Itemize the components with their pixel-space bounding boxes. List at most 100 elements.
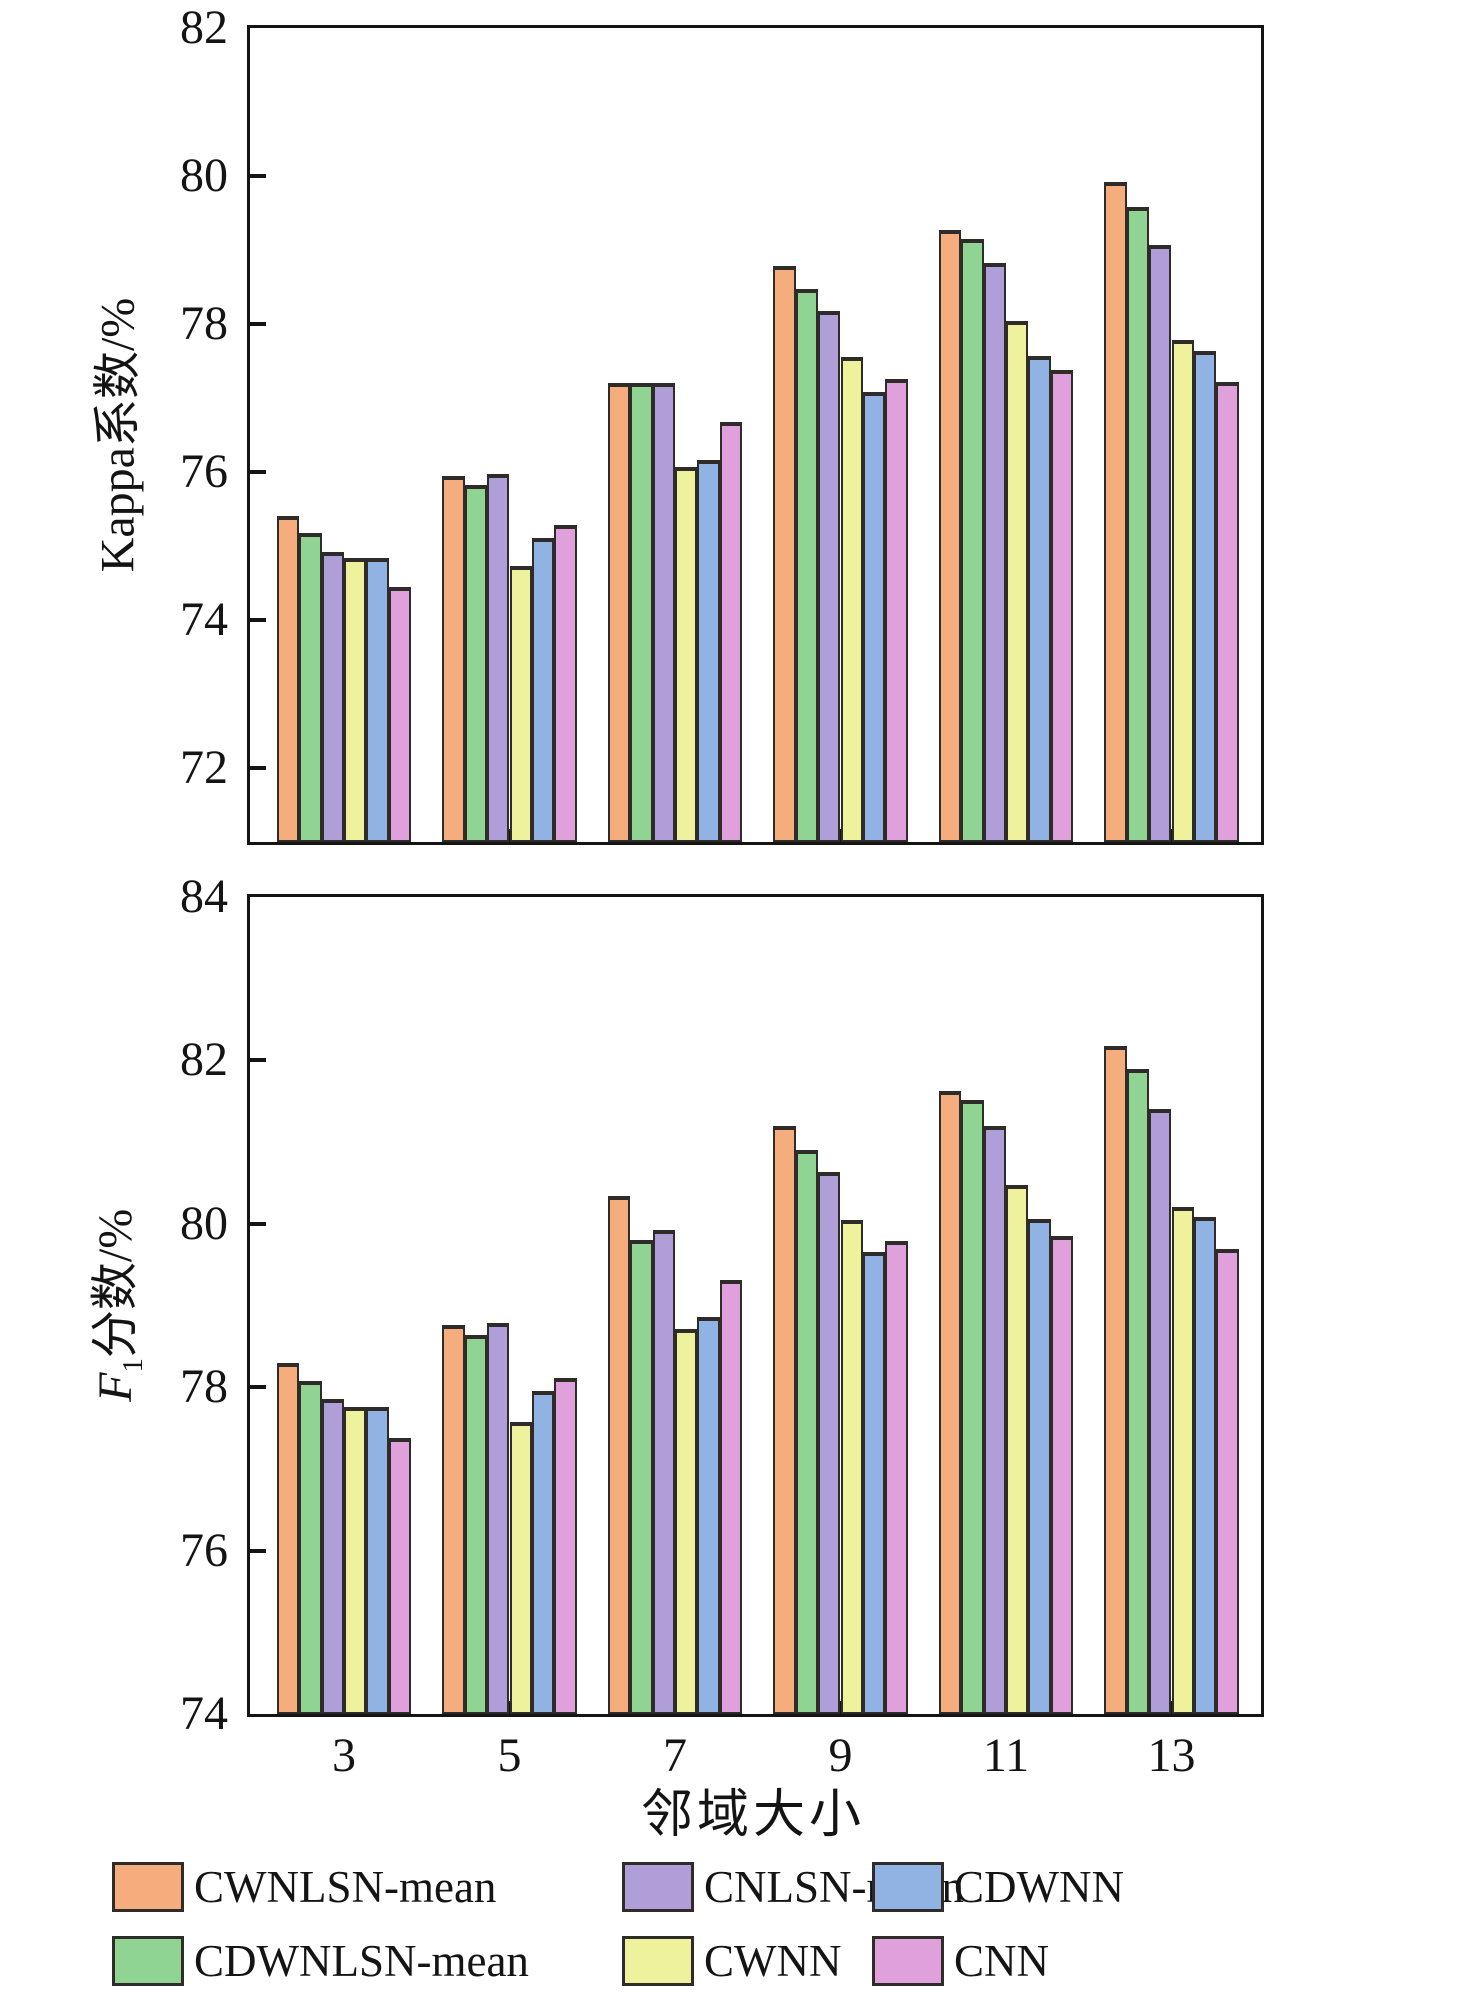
f1-plot-area (247, 894, 1264, 1717)
y-tick-mark (250, 1058, 266, 1063)
bar-CDWNN-x11 (1028, 355, 1051, 842)
bar-CNN-x13 (1216, 1249, 1239, 1714)
bar-CWNN-x11 (1006, 1185, 1029, 1714)
bar-CWNLSN-mean-x3 (276, 516, 300, 842)
y-tick-mark (250, 1385, 266, 1390)
bar-CWNLSN-mean-x11 (938, 230, 962, 842)
bar-CDWNN-x5 (531, 1391, 555, 1714)
bar-CWNLSN-mean-x7 (607, 1196, 631, 1714)
bar-CDWNLSN-mean-x11 (961, 238, 984, 842)
x-tick-label: 5 (497, 1729, 522, 1782)
y-tick-mark (250, 618, 266, 622)
x-tick-label: 9 (828, 1729, 853, 1782)
bar-CNN-x3 (388, 587, 412, 842)
y-tick-label: 82 (180, 1, 228, 54)
bar-CDWNLSN-mean-x7 (630, 383, 653, 842)
bar-CDWNLSN-mean-x3 (299, 532, 322, 842)
bar-CDWNN-x11 (1028, 1218, 1051, 1714)
legend-label-CWNN: CWNN (704, 1936, 842, 1986)
legend-label-CWNLSN-mean: CWNLSN-mean (194, 1862, 497, 1912)
bar-CWNN-x13 (1171, 1206, 1194, 1714)
bar-CWNN-x3 (344, 557, 367, 842)
bar-CDWNLSN-mean-x7 (630, 1240, 653, 1714)
bar-CNN-x11 (1050, 369, 1074, 842)
bar-CDWNN-x7 (697, 1316, 720, 1714)
bar-CDWNN-x13 (1193, 1217, 1217, 1714)
bar-CNN-x7 (719, 1280, 743, 1714)
bar-CNLSN-mean-x7 (652, 1230, 675, 1714)
bar-CNLSN-mean-x13 (1149, 244, 1172, 842)
x-tick-label: 11 (982, 1729, 1030, 1782)
y-tick-label: 78 (180, 297, 228, 350)
y-tick-label: 74 (180, 1687, 228, 1740)
bar-CDWNN-x3 (366, 557, 389, 842)
y-tick-mark (250, 322, 266, 326)
bar-CDWNLSN-mean-x13 (1126, 207, 1150, 842)
bar-CNN-x13 (1216, 382, 1239, 842)
y-tick-mark (250, 174, 266, 178)
y-tick-mark (250, 470, 266, 474)
bar-CDWNLSN-mean-x13 (1126, 1069, 1150, 1714)
bar-CNLSN-mean-x3 (321, 1399, 344, 1714)
bar-CDWNLSN-mean-x9 (795, 1150, 819, 1714)
legend-label-CDWNN: CDWNN (954, 1862, 1124, 1912)
legend-swatch-CDWNN (872, 1862, 944, 1912)
x-axis-title: 邻域大小 (640, 1787, 865, 1844)
bar-CNN-x5 (554, 524, 577, 842)
bar-CDWNN-x9 (862, 392, 886, 842)
bar-CNLSN-mean-x9 (818, 1172, 841, 1714)
bar-CNLSN-mean-x11 (983, 1125, 1006, 1714)
legend-swatch-CDWNLSN-mean (112, 1936, 184, 1986)
legend-swatch-CNN (872, 1936, 944, 1986)
bar-CWNLSN-mean-x7 (607, 383, 631, 842)
x-tick-label: 13 (1147, 1729, 1196, 1782)
legend-label-CDWNLSN-mean: CDWNLSN-mean (194, 1936, 529, 1986)
bar-CDWNLSN-mean-x5 (464, 485, 488, 842)
bar-CWNN-x7 (675, 1329, 698, 1714)
bar-CWNLSN-mean-x3 (276, 1362, 300, 1714)
legend-label-CNN: CNN (954, 1936, 1050, 1986)
y-tick-mark (250, 1221, 266, 1226)
bar-CNLSN-mean-x9 (818, 311, 841, 842)
bar-CWNLSN-mean-x13 (1104, 181, 1127, 842)
bar-CNLSN-mean-x5 (487, 1322, 510, 1714)
bar-CWNLSN-mean-x5 (442, 1325, 465, 1714)
bar-CNLSN-mean-x11 (983, 262, 1006, 842)
y-tick-label: 84 (180, 870, 228, 923)
y-tick-label: 80 (180, 149, 228, 202)
bar-CWNN-x3 (344, 1406, 367, 1714)
bar-CDWNN-x7 (697, 460, 720, 842)
bar-CWNN-x7 (675, 466, 698, 842)
bar-CWNN-x11 (1006, 321, 1029, 842)
x-tick-label: 3 (332, 1729, 356, 1782)
y-tick-label: 72 (180, 741, 228, 794)
bar-CWNLSN-mean-x11 (938, 1090, 962, 1714)
bar-CWNN-x9 (840, 1219, 863, 1714)
bar-CDWNLSN-mean-x11 (961, 1099, 984, 1714)
y-tick-label: 74 (180, 593, 228, 646)
bar-CDWNLSN-mean-x5 (464, 1334, 488, 1714)
bar-CNN-x11 (1050, 1236, 1074, 1714)
bar-CNN-x9 (885, 378, 908, 842)
y-tick-label: 80 (180, 1196, 228, 1250)
x-tick-label: 7 (663, 1729, 687, 1782)
bar-CDWNN-x5 (531, 537, 555, 842)
bar-CWNLSN-mean-x13 (1104, 1045, 1127, 1714)
bar-CDWNN-x9 (862, 1252, 886, 1714)
bar-CDWNN-x13 (1193, 351, 1217, 842)
bar-CWNLSN-mean-x9 (773, 1125, 796, 1714)
kappa-plot-area (247, 25, 1264, 845)
bar-CWNLSN-mean-x9 (773, 266, 796, 842)
bar-CNLSN-mean-x3 (321, 551, 344, 842)
bar-CDWNLSN-mean-x3 (299, 1381, 322, 1714)
bar-CNLSN-mean-x13 (1149, 1108, 1172, 1714)
y-tick-mark (250, 1548, 266, 1553)
y-tick-mark (250, 766, 266, 770)
bar-CWNN-x13 (1171, 340, 1194, 842)
bar-CNN-x5 (554, 1378, 577, 1714)
y-tick-label: 76 (180, 445, 228, 498)
y-tick-label: 82 (180, 1033, 228, 1087)
bar-CNLSN-mean-x5 (487, 474, 510, 842)
bar-CNN-x3 (388, 1437, 412, 1714)
